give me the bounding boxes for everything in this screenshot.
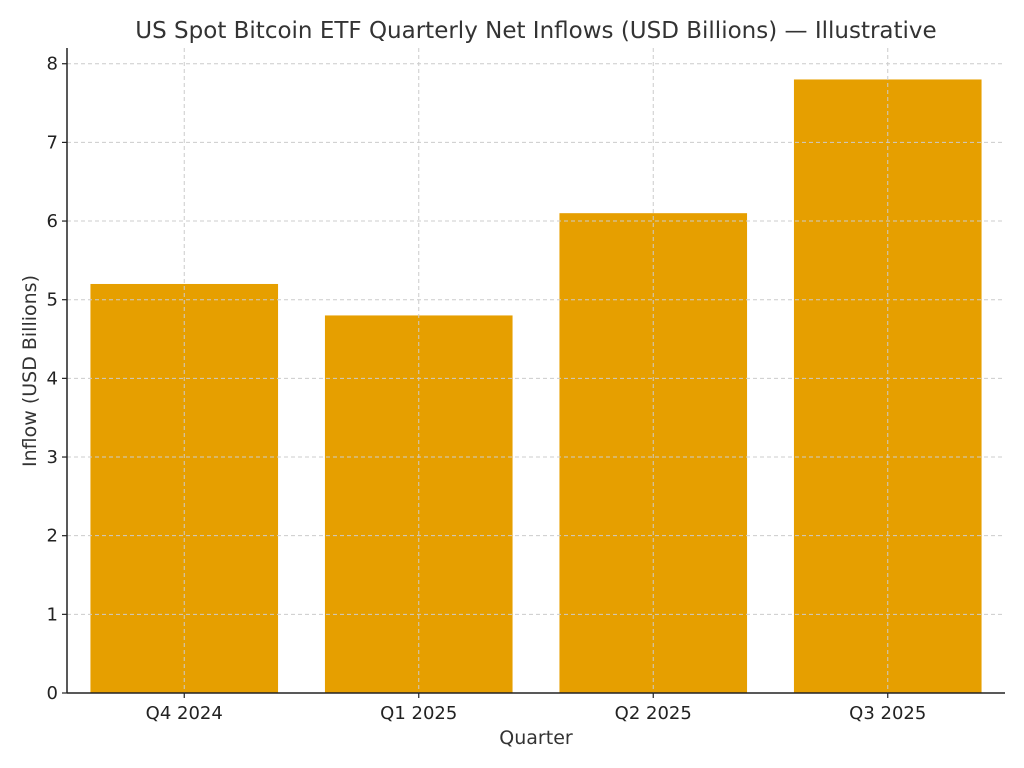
grid <box>67 48 1005 694</box>
x-ticks: Q4 2024 Q1 2025 Q2 2025 Q3 2025 <box>146 693 926 724</box>
x-axis-label: Quarter <box>499 727 573 749</box>
y-tick-label: 3 <box>47 447 58 468</box>
chart-title: US Spot Bitcoin ETF Quarterly Net Inflow… <box>135 18 936 44</box>
y-tick-label: 2 <box>47 526 58 547</box>
axes <box>66 48 1005 694</box>
y-axis-label: Inflow (USD Billions) <box>19 275 41 467</box>
y-tick-label: 4 <box>47 368 58 389</box>
y-tick-label: 8 <box>47 54 58 75</box>
y-ticks: 0 1 2 3 4 5 6 7 8 <box>47 54 67 704</box>
y-tick-label: 1 <box>47 604 58 625</box>
x-tick-label: Q2 2025 <box>615 703 692 724</box>
bars <box>90 79 982 693</box>
bar <box>559 213 748 693</box>
x-tick-label: Q3 2025 <box>849 703 926 724</box>
x-tick-label: Q4 2024 <box>146 703 223 724</box>
y-tick-label: 7 <box>47 132 58 153</box>
x-tick-label: Q1 2025 <box>380 703 457 724</box>
y-tick-label: 6 <box>47 211 58 232</box>
y-tick-label: 0 <box>47 683 58 704</box>
y-tick-label: 5 <box>47 290 58 311</box>
